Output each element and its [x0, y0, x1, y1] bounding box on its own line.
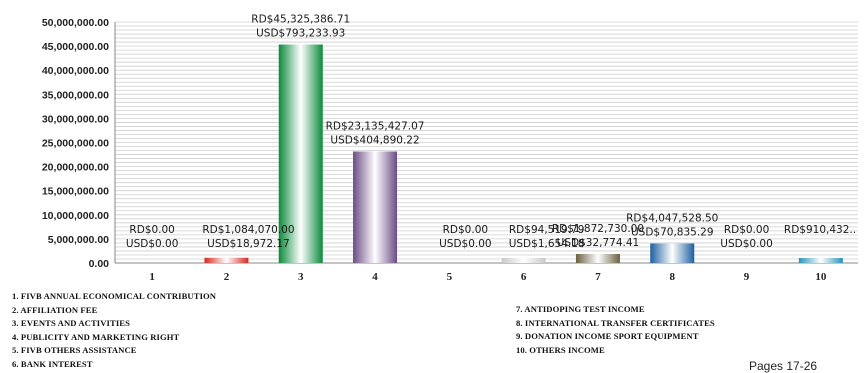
legend-item-1: 1. FIVB ANNUAL ECONOMICAL CONTRIBUTION: [12, 291, 217, 301]
y-tick-label: 15,000,000.00: [42, 186, 109, 198]
data-label-usd: USD$70,835.29: [631, 226, 714, 238]
y-tick-label: 0.00: [89, 258, 110, 270]
chart-gridlines: [115, 21, 858, 260]
data-label-usd: USD$1,654.18: [509, 238, 585, 250]
data-label-rd: RD$0.00: [724, 224, 769, 236]
data-label-usd: USD$0.00: [720, 238, 773, 250]
data-label-rd: RD$910,432..: [784, 224, 856, 236]
legend-item-9: 9. DONATION INCOME SPORT EQUIPMENT: [516, 331, 699, 342]
legend-item-4: 4. PUBLICITY AND MARKETING RIGHT: [12, 331, 180, 342]
data-label-rd: RD$0.00: [129, 224, 174, 236]
y-tick-label: 10,000,000.00: [42, 210, 109, 222]
x-tick-label: 5: [447, 271, 453, 283]
y-tick-label: 40,000,000.00: [42, 65, 109, 77]
x-tick-label: 10: [815, 271, 827, 283]
x-tick-label: 1: [149, 271, 155, 283]
x-axis-ticks: 1 2 3 4 5 6 7 8 9 10: [149, 271, 826, 283]
legend-item-7: 7. ANTIDOPING TEST INCOME: [516, 304, 645, 314]
bar-3: [278, 44, 323, 264]
legend-item-8: 8. INTERNATIONAL TRANSFER CERTIFICATES: [516, 317, 715, 328]
x-tick-label: 2: [224, 271, 230, 283]
data-label-usd: USD$0.00: [126, 238, 179, 250]
y-tick-label: 5,000,000.00: [48, 234, 109, 246]
x-tick-label: 9: [744, 271, 750, 283]
legend-item-5: 5. FIVB OTHERS ASSISTANCE: [12, 345, 137, 356]
legend-item-10: 10. OTHERS INCOME: [516, 344, 605, 355]
bar-8: [650, 243, 695, 263]
data-labels: RD$0.00 USD$0.00 RD$1,084,070.00 USD$18,972…: [126, 14, 856, 250]
data-label-rd: RD$0.00: [443, 224, 488, 236]
x-tick-label: 3: [298, 271, 304, 283]
y-tick-label: 50,000,000.00: [42, 17, 109, 29]
data-label-rd: RD$1,084,070.00: [202, 224, 294, 236]
bar-6: [501, 258, 546, 263]
bar-4: [353, 151, 398, 263]
legend-left: 1. FIVB ANNUAL ECONOMICAL CONTRIBUTION 2…: [12, 290, 216, 372]
page-footer: Pages 17-26: [749, 359, 818, 373]
data-label-rd: RD$1,872,730.00: [552, 223, 644, 235]
data-label-rd: RD$94,519.79: [509, 224, 585, 236]
x-tick-label: 8: [670, 271, 676, 283]
x-tick-label: 7: [595, 271, 601, 283]
data-label-rd: RD$23,135,427.07: [326, 120, 425, 132]
x-tick-label: 4: [372, 271, 378, 283]
y-tick-label: 45,000,000.00: [42, 41, 109, 53]
legend-right: 7. ANTIDOPING TEST INCOME 8. INTERNATION…: [516, 303, 715, 357]
y-axis-ticks: 0.00 5,000,000.00 10,000,000.00 15,000,000.…: [42, 17, 109, 270]
y-tick-label: 25,000,000.00: [42, 138, 109, 150]
bars: [204, 44, 843, 264]
y-tick-label: 20,000,000.00: [42, 162, 109, 174]
data-label-usd: USD$0.00: [439, 238, 492, 250]
income-bar-chart: 0.00 5,000,000.00 10,000,000.00 15,000,000.…: [42, 14, 858, 283]
bar-2: [204, 257, 249, 263]
data-label-usd: USD$18,972.17: [207, 238, 290, 250]
legend-item-6: 6. BANK INTEREST: [12, 358, 93, 369]
data-label-rd: RD$4,047,528.50: [626, 212, 718, 224]
x-tick-label: 6: [521, 271, 527, 283]
data-label-rd: RD$45,325,386.71: [251, 14, 350, 26]
y-tick-label: 30,000,000.00: [42, 113, 109, 125]
data-label-usd: USD$793,233.93: [256, 28, 345, 40]
y-tick-label: 35,000,000.00: [42, 89, 109, 101]
data-label-usd: USD$404,890.22: [330, 134, 419, 146]
legend-item-2: 2. AFFILIATION FEE: [12, 304, 98, 315]
bar-10: [798, 258, 843, 263]
bar-7: [575, 253, 620, 263]
data-label-usd: USD$32,774.41: [557, 237, 640, 249]
legend-item-3: 3. EVENTS AND ACTIVITIES: [12, 318, 130, 329]
